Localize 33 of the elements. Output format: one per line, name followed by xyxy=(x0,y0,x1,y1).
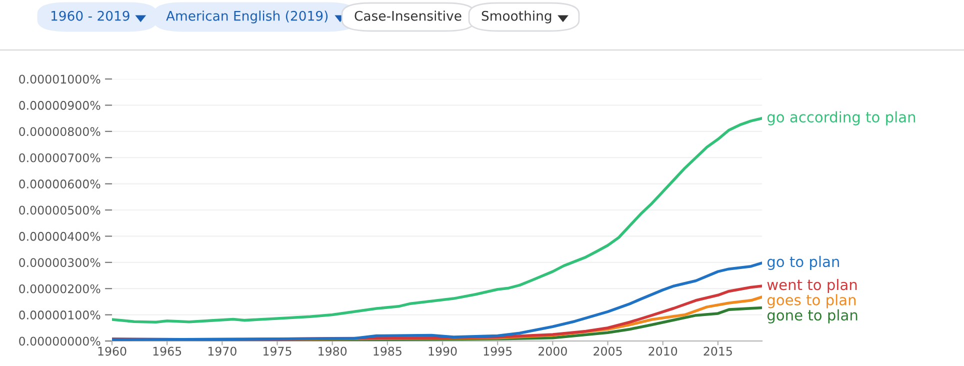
y-tick-label: 0.00000700% xyxy=(19,153,100,162)
x-tick-label: 1975 xyxy=(264,346,292,356)
text: Smoothing xyxy=(482,10,552,24)
y-tick-label: 0.00000400% xyxy=(19,232,100,241)
y-tick-label: 0.00000800% xyxy=(19,127,100,136)
y-tick-label: 0.00000000% xyxy=(19,336,100,346)
x-tick-label: 1985 xyxy=(374,346,402,356)
x-tick-label: 1960 xyxy=(98,346,126,356)
x-tick-label: 2000 xyxy=(538,346,567,356)
y-tick-label: 0.00000200% xyxy=(19,284,100,294)
x-tick-label: 1995 xyxy=(484,346,512,356)
text: American English (2019) xyxy=(166,10,328,24)
x-tick-label: 2010 xyxy=(648,346,678,356)
x-tick-label: 2005 xyxy=(594,346,622,356)
y-tick-label: 0.00000900% xyxy=(19,100,100,110)
series-label: go according to plan xyxy=(767,111,916,126)
y-tick-label: 0.00000100% xyxy=(19,310,100,320)
text: Case-Insensitive xyxy=(354,10,462,21)
text: 1960 - 2019 xyxy=(51,10,130,21)
x-tick-label: 2015 xyxy=(704,346,732,356)
x-tick-label: 1980 xyxy=(318,346,347,356)
series-label: gone to plan xyxy=(767,309,858,324)
y-tick-label: 0.00000600% xyxy=(19,180,100,188)
x-tick-label: 1970 xyxy=(208,346,236,356)
line-series xyxy=(112,116,762,324)
series-label: went to plan xyxy=(767,278,857,294)
y-tick-label: 0.00001000% xyxy=(19,74,100,84)
x-tick-label: 1990 xyxy=(428,346,457,356)
y-tick-label: 0.00000300% xyxy=(19,258,100,268)
series-label: goes to plan xyxy=(767,294,856,308)
x-tick-label: 1965 xyxy=(153,346,182,356)
series-label: go to plan xyxy=(767,256,839,270)
y-tick-label: 0.00000500% xyxy=(19,206,100,215)
